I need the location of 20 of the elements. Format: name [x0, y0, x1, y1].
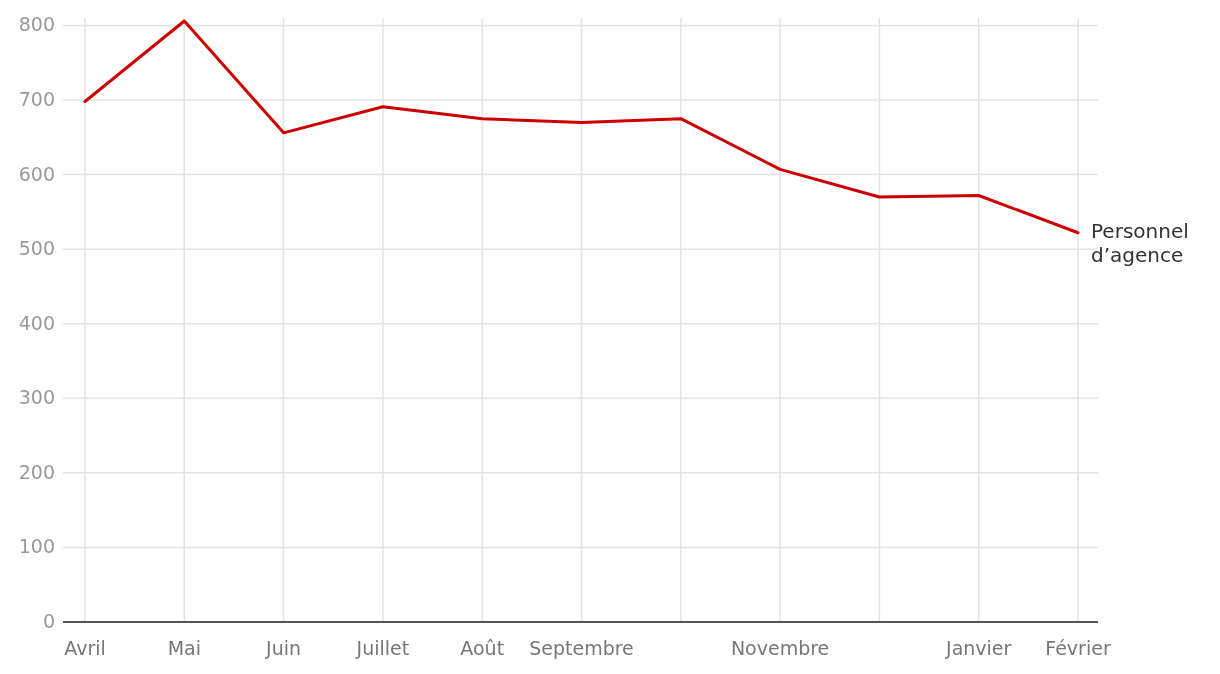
x-tick-label: Juillet	[355, 637, 410, 659]
y-tick-label: 300	[18, 386, 55, 409]
x-tick-label: Novembre	[730, 637, 830, 659]
y-tick-label: 100	[18, 535, 55, 558]
y-tick-label: 800	[18, 13, 55, 36]
x-tick-label: Juin	[265, 637, 302, 659]
x-tick-label: Septembre	[529, 637, 634, 659]
line-series	[83, 19, 1080, 235]
x-tick-label: Mai	[167, 637, 201, 659]
x-tick-label: Février	[1045, 637, 1111, 659]
y-tick-label: 700	[18, 88, 55, 111]
y-tick-label: 400	[18, 311, 55, 334]
y-tick-label: 500	[18, 237, 55, 260]
series-label: Personnel d’agence	[1091, 218, 1189, 267]
y-tick-label: 200	[18, 460, 55, 483]
x-tick-label: Août	[460, 637, 505, 659]
x-tick-label: Avril	[64, 637, 106, 659]
x-tick-label: Janvier	[945, 637, 1012, 659]
y-tick-label: 600	[18, 162, 55, 185]
y-tick-label: 0	[42, 610, 55, 632]
